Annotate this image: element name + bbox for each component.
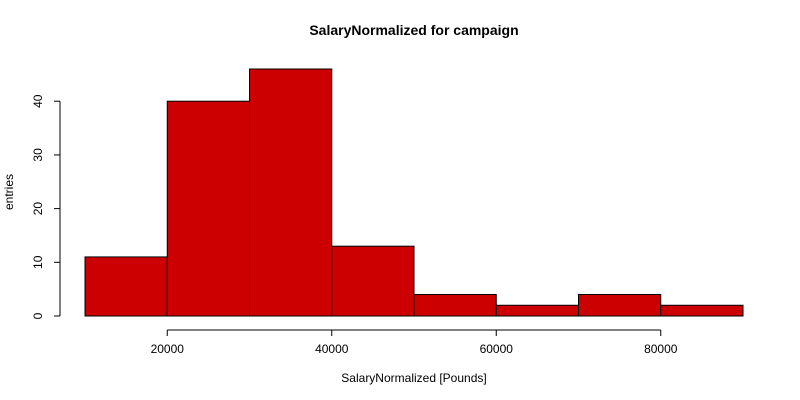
y-tick-label: 0 (31, 312, 45, 319)
y-tick-label: 40 (31, 94, 45, 108)
histogram-bar-5 (495, 304, 579, 317)
bars-group (84, 68, 744, 317)
histogram-bar-0 (84, 256, 168, 317)
histogram-bar-6 (578, 294, 662, 317)
y-axis: 0 10 20 30 40 (31, 94, 61, 319)
y-axis-label: entries (2, 174, 16, 210)
x-axis: 20000 40000 60000 80000 (151, 329, 678, 356)
histogram-bar-4 (413, 294, 497, 317)
y-tick-label: 10 (31, 255, 45, 269)
histogram-bar-3 (331, 245, 415, 317)
y-tick-label: 20 (31, 202, 45, 216)
chart-title: SalaryNormalized for campaign (309, 22, 518, 38)
x-tick-label: 60000 (480, 342, 514, 356)
x-axis-label: SalaryNormalized [Pounds] (341, 371, 486, 385)
histogram-bar-2 (249, 68, 333, 317)
x-tick-label: 80000 (644, 342, 678, 356)
y-tick-label: 30 (31, 148, 45, 162)
histogram-bar-1 (166, 100, 250, 317)
histogram-bar-7 (660, 304, 744, 317)
x-tick-label: 20000 (151, 342, 185, 356)
x-tick-label: 40000 (315, 342, 349, 356)
